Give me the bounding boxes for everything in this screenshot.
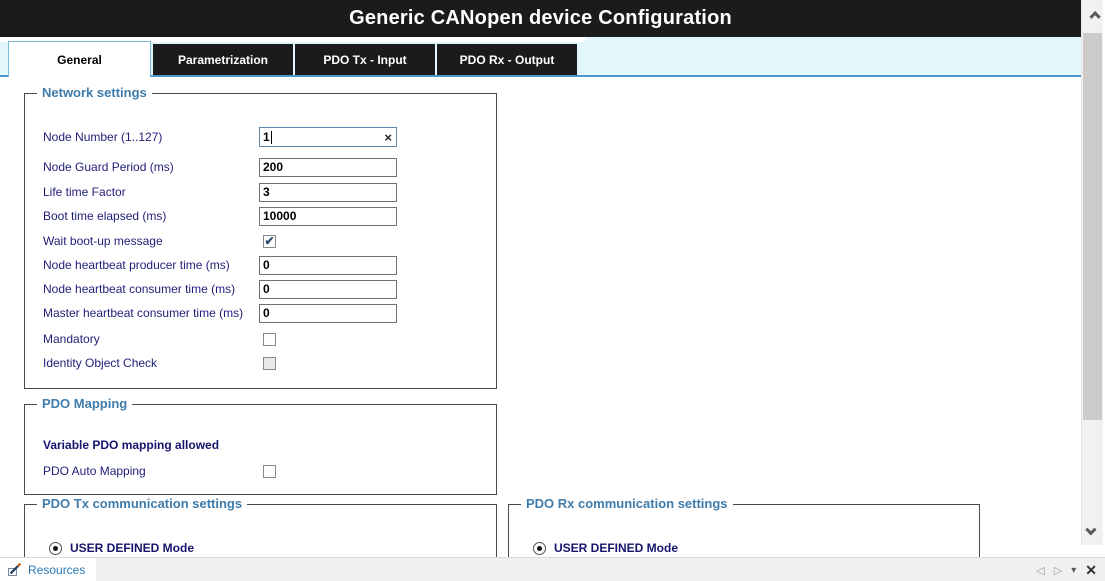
identity-object-check-checkbox[interactable]: [263, 356, 276, 370]
pdo-rx-settings-title: PDO Rx communication settings: [521, 496, 733, 511]
chevron-down-icon: [1085, 524, 1097, 536]
tab-parametrization[interactable]: Parametrization: [153, 44, 293, 75]
hb-producer-label: Node heartbeat producer time (ms): [43, 258, 230, 272]
hb-consumer-label: Node heartbeat consumer time (ms): [43, 282, 236, 296]
radio-dot: [53, 545, 58, 551]
scrollbar-thumb[interactable]: [1083, 33, 1102, 420]
field-row: Node Guard Period (ms) 200: [43, 157, 397, 177]
radio-dot: [537, 545, 542, 551]
master-hb-consumer-input[interactable]: 0: [259, 303, 397, 323]
field-row: Node heartbeat consumer time (ms) 0: [43, 279, 397, 299]
field-row: PDO Auto Mapping: [43, 461, 276, 481]
pdo-rx-settings-group: PDO Rx communication settings USER DEFIN…: [508, 496, 980, 557]
tab-pdo-tx-input[interactable]: PDO Tx - Input: [295, 44, 435, 75]
mandatory-label: Mandatory: [43, 332, 100, 346]
pdo-auto-mapping-checkbox[interactable]: [263, 464, 276, 478]
node-guard-period-value: 200: [263, 160, 284, 174]
tab-general[interactable]: General: [8, 41, 151, 77]
node-guard-period-label: Node Guard Period (ms): [43, 160, 174, 174]
boot-time-elapsed-value: 10000: [263, 209, 297, 223]
pdo-rx-user-defined-label: USER DEFINED Mode: [554, 541, 679, 555]
status-bar: Resources ◁ ▷ ▾ ✕: [0, 557, 1105, 581]
variable-pdo-mapping-note: Variable PDO mapping allowed: [43, 438, 220, 452]
dropdown-icon[interactable]: ▾: [1071, 564, 1077, 576]
content-area: Network settings Node Number (1..127) 1 …: [0, 77, 1081, 557]
pdo-tx-user-defined-label: USER DEFINED Mode: [70, 541, 195, 555]
pdo-tx-user-defined-radio[interactable]: [49, 541, 62, 555]
pdo-tx-settings-group: PDO Tx communication settings USER DEFIN…: [24, 496, 497, 557]
field-row: Master heartbeat consumer time (ms) 0: [43, 303, 397, 323]
field-row: Mandatory: [43, 329, 276, 349]
field-row: Identity Object Check: [43, 353, 276, 373]
field-row: Node Number (1..127) 1 ×: [43, 127, 397, 147]
master-hb-consumer-value: 0: [263, 306, 270, 320]
page-title: Generic CANopen device Configuration: [349, 7, 732, 29]
title-bar: Generic CANopen device Configuration: [0, 0, 1081, 37]
text-caret: [270, 130, 272, 144]
scroll-up-button[interactable]: [1082, 4, 1104, 28]
life-time-factor-value: 3: [263, 185, 270, 199]
pdo-tx-mode-row: USER DEFINED Mode: [49, 541, 194, 555]
pdo-mapping-group: PDO Mapping Variable PDO mapping allowed…: [24, 396, 497, 495]
identity-object-check-label: Identity Object Check: [43, 356, 158, 370]
tab-resources[interactable]: Resources: [0, 558, 96, 581]
resources-icon: [8, 563, 22, 576]
chevron-up-icon: [1089, 11, 1101, 23]
hb-consumer-value: 0: [263, 282, 270, 296]
hb-producer-input[interactable]: 0: [259, 255, 397, 275]
clear-input-icon[interactable]: ×: [384, 129, 392, 145]
pdo-rx-mode-row: USER DEFINED Mode: [533, 541, 678, 555]
life-time-factor-label: Life time Factor: [43, 185, 126, 199]
pdo-tx-settings-title: PDO Tx communication settings: [37, 496, 248, 511]
boot-time-elapsed-label: Boot time elapsed (ms): [43, 209, 167, 223]
vertical-scrollbar[interactable]: [1081, 0, 1103, 545]
field-row: Node heartbeat producer time (ms) 0: [43, 255, 397, 275]
nav-next-icon[interactable]: ▷: [1053, 564, 1063, 577]
hb-consumer-input[interactable]: 0: [259, 279, 397, 299]
wait-bootup-checkbox[interactable]: ✔: [263, 233, 276, 248]
field-row: Life time Factor 3: [43, 182, 397, 202]
network-settings-group: Network settings Node Number (1..127) 1 …: [24, 85, 497, 389]
field-row: Boot time elapsed (ms) 10000: [43, 206, 397, 226]
node-number-value: 1: [263, 130, 270, 144]
pdo-auto-mapping-label: PDO Auto Mapping: [43, 464, 146, 478]
nav-prev-icon[interactable]: ◁: [1036, 564, 1045, 577]
wait-bootup-label: Wait boot-up message: [43, 234, 163, 248]
checkmark-icon: ✔: [264, 233, 275, 248]
mandatory-checkbox[interactable]: [263, 332, 276, 346]
boot-time-elapsed-input[interactable]: 10000: [259, 206, 397, 226]
tab-accent-line: [0, 75, 1081, 77]
master-hb-consumer-label: Master heartbeat consumer time (ms): [43, 306, 244, 320]
tab-bar-gap: [0, 37, 585, 42]
life-time-factor-input[interactable]: 3: [259, 182, 397, 202]
scroll-down-button[interactable]: [1082, 517, 1104, 541]
node-number-input[interactable]: 1 ×: [259, 127, 397, 147]
close-icon[interactable]: ✕: [1085, 561, 1097, 578]
network-settings-title: Network settings: [37, 85, 152, 100]
hb-producer-value: 0: [263, 258, 270, 272]
main-panel: Generic CANopen device Configuration Gen…: [0, 0, 1081, 557]
node-number-label: Node Number (1..127): [43, 130, 163, 144]
resources-label: Resources: [28, 563, 86, 577]
pdo-mapping-title: PDO Mapping: [37, 396, 133, 411]
field-row: Wait boot-up message ✔: [43, 231, 276, 251]
status-bar-controls: ◁ ▷ ▾ ✕: [1036, 558, 1097, 581]
tab-pdo-rx-output[interactable]: PDO Rx - Output: [437, 44, 577, 75]
node-guard-period-input[interactable]: 200: [259, 157, 397, 177]
tab-bar: General Parametrization PDO Tx - Input P…: [0, 37, 1081, 77]
pdo-rx-user-defined-radio[interactable]: [533, 541, 546, 555]
